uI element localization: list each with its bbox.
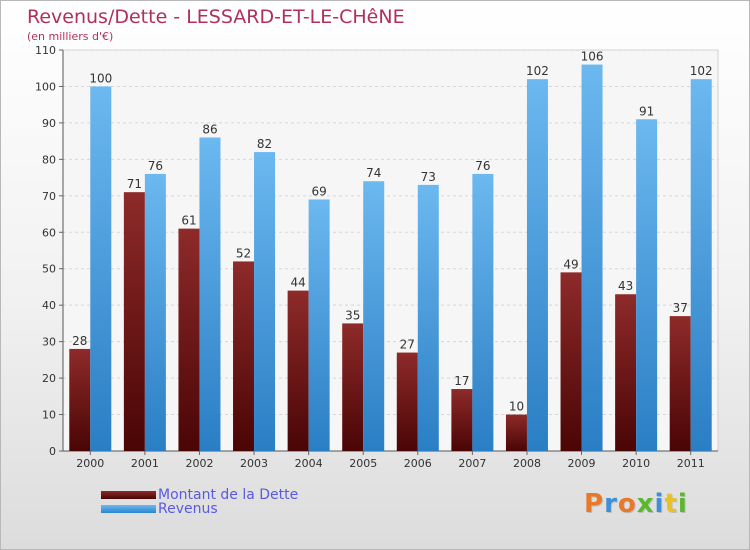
bar-revenus-2001 xyxy=(144,173,166,452)
x-tick-label-2002: 2002 xyxy=(185,457,213,470)
data-label-revenus-2008: 102 xyxy=(526,64,549,78)
legend: Montant de la Dette Revenus xyxy=(101,488,298,516)
plot-area xyxy=(62,49,719,452)
x-tick-label-2010: 2010 xyxy=(622,457,650,470)
bar-revenus-2010 xyxy=(636,119,658,451)
bar-dette-2008 xyxy=(505,414,527,451)
legend-label-dette: Montant de la Dette xyxy=(158,487,299,503)
x-tick-label-2003: 2003 xyxy=(240,457,268,470)
legend-label-revenus: Revenus xyxy=(158,501,218,517)
data-label-dette-2009: 49 xyxy=(563,257,578,271)
data-label-dette-2004: 44 xyxy=(290,276,305,290)
x-tick-label-2005: 2005 xyxy=(349,457,377,470)
logo-letter: r xyxy=(604,489,618,519)
logo-letter: i xyxy=(677,489,688,519)
data-label-dette-2000: 28 xyxy=(72,334,87,348)
y-tick-label-70: 70 xyxy=(42,190,56,203)
data-label-dette-2001: 71 xyxy=(127,177,142,191)
bar-dette-2001 xyxy=(123,192,145,451)
y-tick-label-10: 10 xyxy=(42,409,56,422)
data-label-revenus-2000: 100 xyxy=(89,71,112,85)
y-tick-label-30: 30 xyxy=(42,336,56,349)
logo-letter: P xyxy=(584,489,605,519)
bar-dette-2002 xyxy=(178,228,200,451)
proxiti-logo: Proxiti xyxy=(584,489,688,519)
chart-title: Revenus/Dette - LESSARD-ET-LE-CHêNE xyxy=(27,6,405,28)
y-tick-label-80: 80 xyxy=(42,153,56,166)
y-tick-label-40: 40 xyxy=(42,299,56,312)
bar-revenus-2003 xyxy=(254,152,276,451)
data-label-dette-2011: 37 xyxy=(673,301,688,315)
bar-revenus-2004 xyxy=(308,199,330,451)
data-label-dette-2006: 27 xyxy=(400,338,415,352)
logo-letter: o xyxy=(617,489,637,519)
data-label-dette-2005: 35 xyxy=(345,308,360,322)
chart-subtitle: (en milliers d'€) xyxy=(27,30,114,43)
legend-swatch-revenus xyxy=(101,505,156,513)
bar-revenus-2007 xyxy=(472,173,494,452)
y-tick-label-110: 110 xyxy=(35,44,56,57)
legend-item-dette: Montant de la Dette xyxy=(101,488,298,502)
bar-revenus-2011 xyxy=(690,79,712,451)
x-tick-label-2009: 2009 xyxy=(568,457,596,470)
bar-dette-2000 xyxy=(69,348,91,451)
y-tick-label-20: 20 xyxy=(42,372,56,385)
data-label-revenus-2009: 106 xyxy=(581,50,604,64)
x-tick-label-2004: 2004 xyxy=(295,457,323,470)
data-label-revenus-2004: 69 xyxy=(311,184,326,198)
x-tick-label-2000: 2000 xyxy=(76,457,104,470)
legend-swatch-dette xyxy=(101,491,156,499)
data-label-revenus-2011: 102 xyxy=(690,64,713,78)
data-label-revenus-2007: 76 xyxy=(475,159,490,173)
bar-dette-2010 xyxy=(615,294,637,451)
data-label-revenus-2001: 76 xyxy=(148,159,163,173)
bar-revenus-2006 xyxy=(417,184,439,451)
x-tick-label-2011: 2011 xyxy=(677,457,705,470)
y-tick-label-60: 60 xyxy=(42,226,56,239)
legend-item-revenus: Revenus xyxy=(101,502,298,516)
bar-revenus-2005 xyxy=(363,181,385,451)
data-label-revenus-2005: 74 xyxy=(366,166,381,180)
bar-revenus-2002 xyxy=(199,137,221,451)
bar-dette-2009 xyxy=(560,272,582,451)
data-label-dette-2008: 10 xyxy=(509,400,524,414)
bar-revenus-2008 xyxy=(526,79,548,451)
bar-dette-2005 xyxy=(342,323,364,451)
bar-revenus-2009 xyxy=(581,64,603,451)
x-tick-label-2008: 2008 xyxy=(513,457,541,470)
x-tick-label-2001: 2001 xyxy=(131,457,159,470)
x-tick-label-2007: 2007 xyxy=(458,457,486,470)
data-label-revenus-2003: 82 xyxy=(257,137,272,151)
x-tick-label-2006: 2006 xyxy=(404,457,432,470)
data-label-dette-2002: 61 xyxy=(181,214,196,228)
y-tick-label-0: 0 xyxy=(49,445,56,458)
data-label-dette-2003: 52 xyxy=(236,246,251,260)
data-label-revenus-2010: 91 xyxy=(639,104,654,118)
bar-dette-2011 xyxy=(669,316,691,451)
y-tick-label-90: 90 xyxy=(42,117,56,130)
data-label-dette-2007: 17 xyxy=(454,374,469,388)
bar-dette-2004 xyxy=(287,290,309,451)
bar-revenus-2000 xyxy=(90,86,112,452)
y-tick-label-100: 100 xyxy=(35,80,56,93)
bar-dette-2006 xyxy=(396,352,418,451)
logo-letter: t xyxy=(664,489,678,519)
logo-letter: x xyxy=(636,489,655,519)
data-label-revenus-2002: 86 xyxy=(202,122,217,136)
y-tick-label-50: 50 xyxy=(42,263,56,276)
data-label-dette-2010: 43 xyxy=(618,279,633,293)
logo-letter: i xyxy=(654,489,665,519)
bar-dette-2007 xyxy=(451,389,473,451)
data-label-revenus-2006: 73 xyxy=(421,170,436,184)
bar-dette-2003 xyxy=(233,261,255,451)
